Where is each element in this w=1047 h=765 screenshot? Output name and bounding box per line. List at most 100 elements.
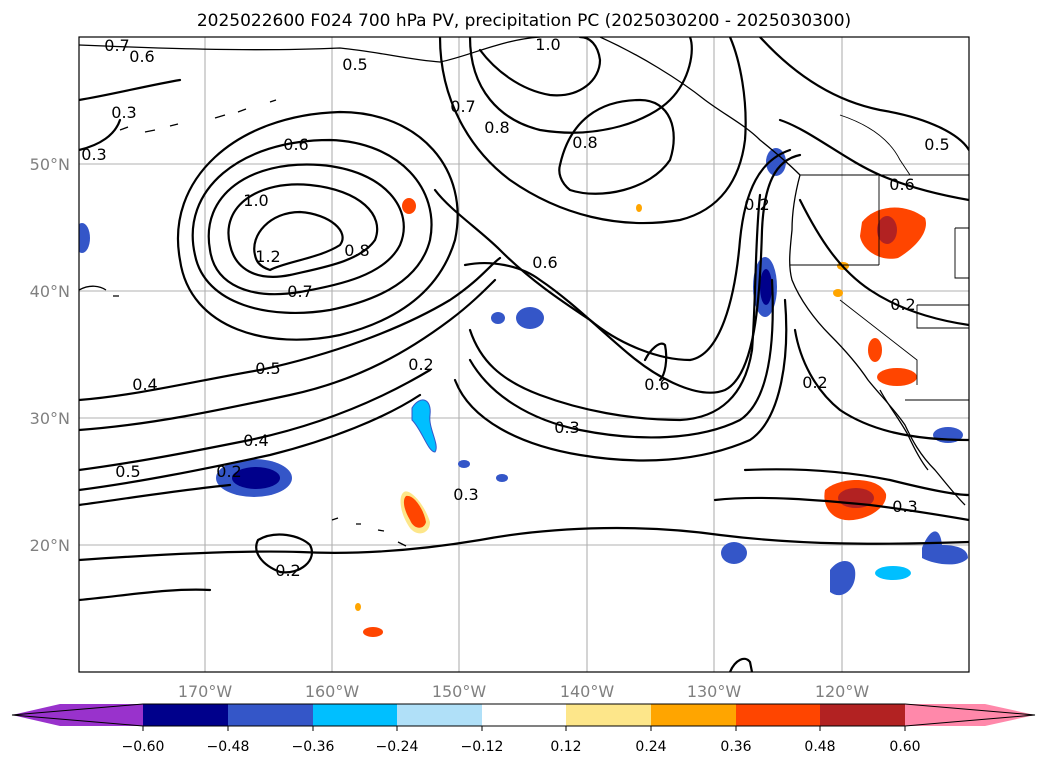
contour-labels: 0.7 0.6 0.5 1.0 0.3 0.3 0.6 0.7 0.8 0.8 … [81, 36, 949, 580]
contour-label: 0.2 [408, 355, 433, 374]
contour-label: 1.0 [243, 191, 268, 210]
contour-label: 0.5 [255, 359, 280, 378]
coastline-aleutians [119, 99, 277, 133]
precip-positive-core [877, 216, 897, 244]
figure-title: 2025022600 F024 700 hPa PV, precipitatio… [197, 11, 851, 31]
contour-label: 0.2 [744, 195, 769, 214]
contour-0.4-b [79, 278, 497, 432]
contour-0.2-sw [79, 588, 212, 602]
contour-0.2 [79, 483, 232, 507]
contour-1.0 [227, 183, 379, 278]
contour-0.5-trough [463, 153, 802, 394]
lat-label: 30°N [30, 409, 70, 428]
contour-1.0-north [478, 37, 602, 97]
contour-label: 0.6 [644, 375, 669, 394]
contour-south-edge [728, 657, 754, 672]
colorbar-segment [143, 704, 228, 726]
precip-positive-area [402, 198, 416, 214]
lon-label: 130°W [687, 682, 742, 701]
precip-negative-area [491, 312, 505, 324]
contour-1.2 [253, 210, 344, 272]
contour-0.8-north [468, 37, 693, 134]
precip-negative-area [411, 399, 437, 453]
colorbar-extend-low [12, 704, 143, 726]
graticule [79, 37, 969, 672]
precip-positive-area [636, 204, 642, 212]
precip-negative-area [79, 223, 90, 253]
border-province [839, 114, 911, 176]
contour-label: 0.3 [81, 145, 106, 164]
precip-negative-area [496, 474, 508, 482]
lat-label: 50°N [30, 155, 70, 174]
contour-label: 0.4 [243, 431, 268, 450]
contour-label: 0.7 [104, 36, 129, 55]
lat-label: 20°N [30, 536, 70, 555]
lon-label: 170°W [178, 682, 233, 701]
colorbar-tick-label: −0.36 [292, 739, 335, 755]
contour-label: 0.3 [111, 103, 136, 122]
contour-label: 0.3 [554, 418, 579, 437]
precip-positive-core [403, 495, 426, 528]
colorbar-segment [651, 704, 736, 726]
map-background [79, 37, 969, 672]
coastline-se-alaska [599, 37, 801, 176]
colorbar-tick-label: 0.24 [635, 739, 666, 755]
contour-label: 0.6 [532, 253, 557, 272]
precip-negative-area [922, 531, 968, 565]
colorbar-segment [397, 704, 482, 726]
contour-label: 0.8 [572, 133, 597, 152]
contour-label: 0.2 [275, 561, 300, 580]
border-state [839, 299, 918, 385]
precip-negative-core [232, 467, 280, 489]
colorbar-segment [566, 704, 651, 726]
contour-0.3-trough [468, 278, 774, 439]
contour-0.2-trough [453, 298, 788, 462]
latitude-labels: 50°N 40°N 30°N 20°N [30, 155, 70, 555]
lon-label: 140°W [560, 682, 615, 701]
contour-label: 0.5 [115, 462, 140, 481]
contour-label: 0.4 [132, 375, 157, 394]
precip-negative-area [458, 460, 470, 468]
precip-shading [79, 148, 968, 637]
colorbar-tick-label: −0.24 [376, 739, 419, 755]
contour-0.5 [79, 368, 432, 472]
colorbar-segment [313, 704, 397, 726]
contour-0.3-nw-b [79, 118, 122, 152]
contour-label: 0.7 [450, 97, 475, 116]
colorbar-tick-label: −0.12 [461, 739, 504, 755]
contour-0.5-east [758, 37, 969, 152]
contour-0.4 [79, 256, 502, 402]
precip-negative-area [721, 542, 747, 564]
contour-label: 0.6 [283, 135, 308, 154]
contour-0.8-closed [558, 98, 675, 195]
colorbar-tick-label: 0.36 [720, 739, 751, 755]
contour-0.2-south [79, 526, 969, 562]
contour-label: 0.2 [890, 295, 915, 314]
contour-0.7-north [438, 37, 747, 225]
contour-label: 0.6 [889, 175, 914, 194]
colorbar-segment [482, 704, 566, 726]
colorbar-tick-label: −0.48 [207, 739, 250, 755]
contour-label: 0.6 [129, 47, 154, 66]
longitude-labels: 170°W 160°W 150°W 140°W 130°W 120°W [178, 682, 870, 701]
contour-0.3-south-b [743, 468, 969, 497]
lon-label: 120°W [815, 682, 870, 701]
pv-contours [79, 37, 969, 672]
contour-label: 0.5 [924, 135, 949, 154]
contour-0.2-closed [255, 533, 313, 574]
colorbar: −0.60 −0.48 −0.36 −0.24 −0.12 0.12 0.24 … [11, 703, 1036, 755]
lon-label: 160°W [305, 682, 360, 701]
colorbar-segment [736, 704, 820, 726]
political-borders [790, 114, 969, 401]
precip-negative-area [516, 307, 544, 329]
contour-label: 0.2 [802, 373, 827, 392]
map-frame [78, 36, 970, 673]
colorbar-ticks: −0.60 −0.48 −0.36 −0.24 −0.12 0.12 0.24 … [122, 726, 921, 755]
colorbar-tick-label: −0.60 [122, 739, 165, 755]
coastline-hawaii [331, 517, 407, 547]
contour-0.6-trough [433, 148, 792, 362]
precip-negative-area [830, 560, 856, 596]
contour-0.5-b [79, 393, 422, 492]
contour-0.6-east [778, 118, 969, 202]
